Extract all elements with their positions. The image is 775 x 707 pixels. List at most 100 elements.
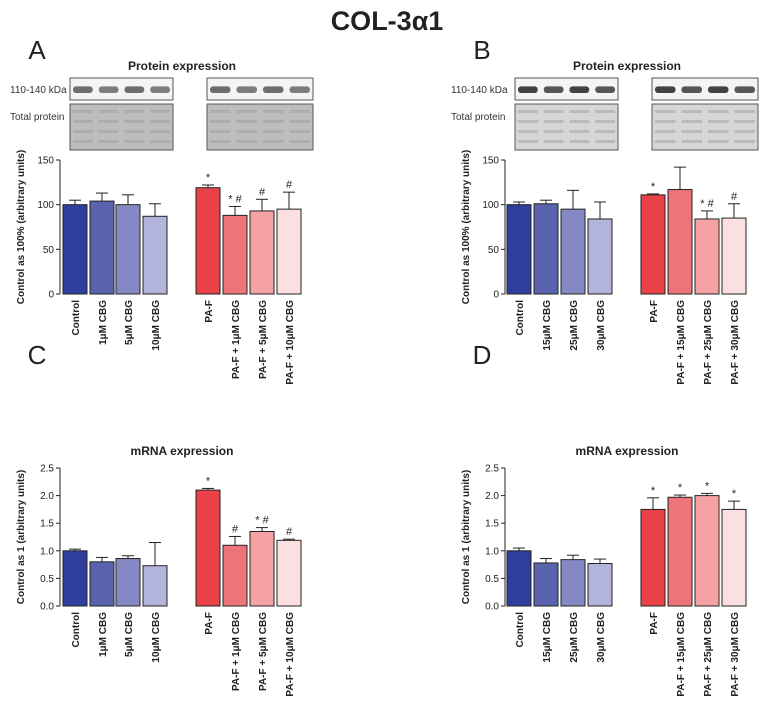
blot-total-lane [543,140,564,143]
bar [276,539,302,607]
category-label: 5μM CBG [124,612,135,657]
blot-total-lane [263,140,284,143]
category-label: 5μM CBG [124,300,135,345]
blot-total-lane [73,130,93,133]
blot-total-label: Total protein [451,112,505,123]
bar [694,495,720,607]
blot-total-lane [236,130,257,133]
blot-total-lane [124,110,145,113]
y-tick-label: 2.5 [40,464,54,475]
category-label: PA-F + 15μM CBG [676,612,687,697]
blot-band [734,86,755,93]
y-tick-label: 0.0 [485,602,499,613]
significance-label: * # [228,193,242,205]
category-label: PA-F + 1μM CBG [231,612,242,691]
significance-label: * [206,172,211,184]
category-label: PA-F + 10μM CBG [285,300,296,385]
blot-total-lane [289,110,310,113]
bar [587,218,613,295]
blot-total-lane [289,120,310,123]
blot-total-lane [124,140,145,143]
category-label: Control [71,612,82,648]
significance-label: # [259,186,266,198]
bar [533,562,559,607]
blot-band [655,86,676,93]
blot-total-lane [73,140,93,143]
category-label: 30μM CBG [596,612,607,663]
blot-total-lane [518,120,538,123]
blot-band-image [514,77,619,101]
significance-label: # [731,191,738,203]
blot-total-lane [236,120,257,123]
blot-total-lane [543,110,564,113]
blot-total-lane [150,110,170,113]
blot-total-lane [98,110,119,113]
blot-total-lane [263,120,284,123]
category-label: PA-F [204,300,215,323]
blot-total-lane [655,140,676,143]
category-label: PA-F + 25μM CBG [703,612,714,697]
blot-total-image [514,103,619,151]
category-label: 25μM CBG [569,300,580,351]
bar [62,550,88,607]
blot-band [681,86,702,93]
y-tick-label: 0 [493,290,499,301]
blot-total-lane [734,110,755,113]
panel-title: Protein expression [573,59,681,73]
bar [249,530,275,607]
y-tick-label: 0.5 [485,574,499,585]
panel-letter: C [28,340,47,370]
blot-total-lane [708,130,729,133]
blot-band [263,86,284,93]
significance-label: * [651,181,656,193]
bar [560,208,586,295]
blot-total-label: Total protein [10,112,64,123]
blot-total-lane [655,120,676,123]
blot-band [289,86,310,93]
blot-total-lane [595,130,615,133]
bar [560,559,586,607]
blot-total-lane [708,120,729,123]
blot-band-label: 110-140 kDa [451,85,508,96]
bar [89,561,115,607]
y-tick-label: 0.0 [40,602,54,613]
blot-total-lane [569,130,590,133]
y-tick-label: 1.5 [40,519,54,530]
blot-band [708,86,729,93]
bar [195,489,221,607]
blot-band [236,86,257,93]
blot-total-lane [595,110,615,113]
bar [640,508,666,607]
category-label: PA-F + 5μM CBG [258,612,269,691]
bar [89,200,115,295]
y-tick-label: 2.0 [40,491,54,502]
blot-band-label: 110-140 kDa [10,85,67,96]
bar [667,188,693,295]
category-label: Control [71,300,82,336]
significance-label: * [206,475,211,487]
blot-total-lane [98,140,119,143]
category-label: Control [515,300,526,336]
category-label: 25μM CBG [569,612,580,663]
blot-total-lane [569,140,590,143]
blot-total-lane [210,140,231,143]
bar [195,187,221,295]
category-label: PA-F + 5μM CBG [258,300,269,379]
panel-title: Protein expression [128,59,236,73]
blot-total-image [651,103,759,151]
category-label: Control [515,612,526,648]
y-tick-label: 0 [48,290,54,301]
blot-total-lane [734,130,755,133]
category-label: 30μM CBG [596,300,607,351]
panel-letter: A [28,35,46,65]
blot-total-lane [734,140,755,143]
y-tick-label: 1.0 [40,546,54,557]
category-label: 10μM CBG [151,300,162,351]
y-tick-label: 1.5 [485,519,499,530]
blot-total-lane [595,120,615,123]
blot-band [98,86,119,93]
bar [667,496,693,607]
